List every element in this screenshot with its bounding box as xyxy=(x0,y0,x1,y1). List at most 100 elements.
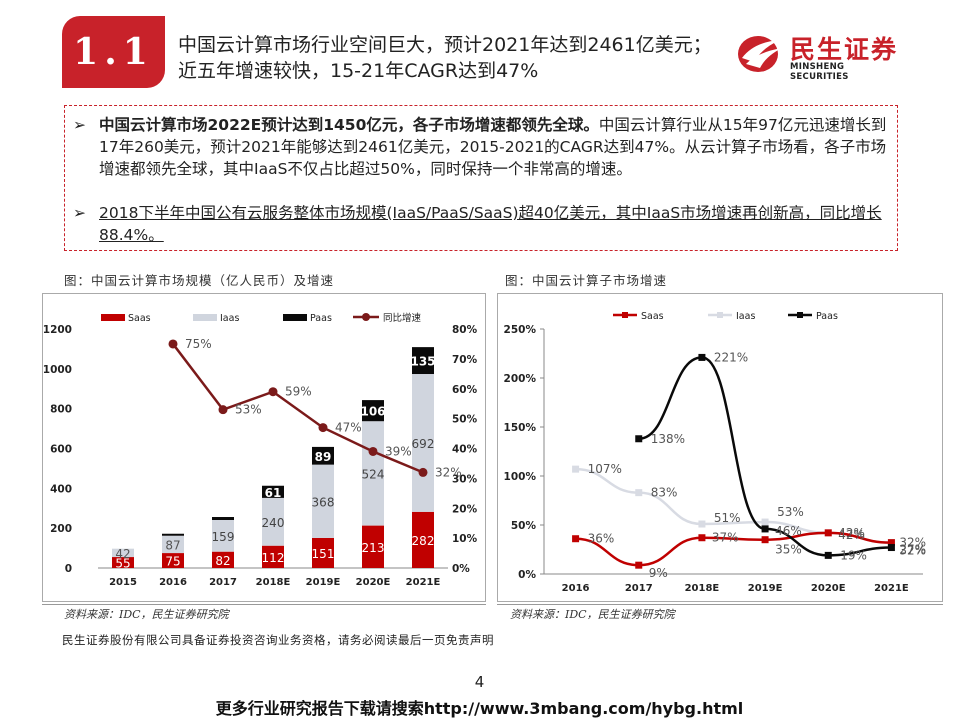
bar-value-label: 89 xyxy=(315,450,332,464)
paas-point xyxy=(887,544,895,552)
y-tick-label: 200 xyxy=(50,523,72,535)
y2-tick-label: 60% xyxy=(452,384,478,396)
growth-point xyxy=(318,423,328,433)
saas-bar xyxy=(312,537,334,568)
paas-value-label: 27% xyxy=(899,543,926,557)
bar-value-label: 368 xyxy=(312,495,335,509)
summary-bullet-1-bold: 中国云计算市场2022E预计达到1450亿元，各子市场增速都领先全球。 xyxy=(99,116,599,134)
legend-saas-swatch xyxy=(101,314,125,321)
growth-value-label: 53% xyxy=(235,403,262,417)
y-tick-label: 0% xyxy=(518,569,536,581)
legend-iaas-label: Iaas xyxy=(736,311,755,322)
legend-paas-swatch xyxy=(283,314,307,321)
legend-saas-label: Saas xyxy=(128,313,151,324)
bar-value-label: 55 xyxy=(115,557,130,571)
bar-value-label: 61 xyxy=(265,486,282,500)
y-tick-label: 1200 xyxy=(43,324,72,336)
paas-bar xyxy=(262,485,284,498)
growth-value-label: 47% xyxy=(335,421,362,435)
bar-value-label: 75 xyxy=(165,555,180,569)
iaas-value-label: 51% xyxy=(714,511,741,525)
figure1-source: 资料来源：IDC，民生证券研究院 xyxy=(64,608,229,621)
bar-value-label: 213 xyxy=(362,541,385,555)
figure2-source-rule xyxy=(497,604,943,605)
legend-paas-marker xyxy=(797,312,803,318)
section-number-badge: 1.1 xyxy=(62,16,165,88)
saas-point xyxy=(635,561,643,569)
paas-value-label: 138% xyxy=(651,432,685,446)
legend-iaas-label: Iaas xyxy=(220,313,239,324)
legend-paas-label: Paas xyxy=(310,313,332,324)
paas-bar xyxy=(412,347,434,375)
saas-value-label: 9% xyxy=(649,566,668,580)
saas-value-label: 37% xyxy=(712,531,739,545)
paas-point xyxy=(761,525,769,533)
y2-tick-label: 10% xyxy=(452,533,478,545)
saas-bar xyxy=(262,545,284,568)
logo-chinese-name: 民生证券 xyxy=(790,35,899,64)
x-tick-label: 2018E xyxy=(685,583,720,594)
summary-bullet-1: 中国云计算市场2022E预计达到1450亿元，各子市场增速都领先全球。中国云计算… xyxy=(99,114,889,180)
growth-point xyxy=(418,467,428,477)
legend-growth-label: 同比增速 xyxy=(383,312,422,324)
y-tick-label: 0 xyxy=(65,563,72,575)
growth-value-label: 75% xyxy=(185,337,212,351)
bullet-arrow-icon: ➢ xyxy=(73,116,86,134)
figure2-source: 资料来源：IDC，民生证券研究院 xyxy=(510,608,675,621)
y2-tick-label: 40% xyxy=(452,444,478,456)
paas-bar xyxy=(362,400,384,422)
saas-bar xyxy=(212,551,234,568)
x-tick-label: 2018E xyxy=(256,577,291,588)
paas-line xyxy=(638,356,892,557)
summary-bullet-1-text: 中国云计算行业从15年97亿元迅速增长到17年260美元，预计2021年能够达到… xyxy=(99,116,887,178)
saas-bar xyxy=(112,557,134,568)
growth-point xyxy=(268,387,278,397)
bar-value-label: 106 xyxy=(360,405,385,419)
figure1-source-rule xyxy=(42,604,486,605)
saas-point xyxy=(698,534,706,542)
paas-bar xyxy=(162,533,184,536)
y2-tick-label: 50% xyxy=(452,414,478,426)
y2-tick-label: 70% xyxy=(452,354,478,366)
x-tick-label: 2019E xyxy=(748,583,783,594)
figure2-chart-box: 0% 50% 100% 150% 200% 250% 2016 2017 2018E 2019E 2… xyxy=(497,293,943,602)
figure1-chart-box: 0 200 400 600 800 1000 1200 0% 10% 20% 30% 40% 50% 60… xyxy=(42,293,486,602)
growth-point xyxy=(368,446,378,456)
iaas-bar xyxy=(262,497,284,546)
iaas-bar xyxy=(112,548,134,558)
y2-tick-label: 0% xyxy=(452,563,470,575)
y-tick-label: 50% xyxy=(511,520,537,532)
x-tick-label: 2016 xyxy=(562,583,590,594)
iaas-point xyxy=(572,465,580,473)
minsheng-logo: 民生证券 MINSHENG SECURITIES xyxy=(736,30,906,82)
legend-saas-label: Saas xyxy=(641,311,664,322)
section-title: 中国云计算市场行业空间巨大，预计2021年达到2461亿美元；近五年增速较快，1… xyxy=(178,34,712,82)
x-tick-label: 2017 xyxy=(625,583,653,594)
legend-growth-point xyxy=(362,313,370,321)
bar-value-label: 151 xyxy=(312,547,335,561)
paas-point xyxy=(698,353,706,361)
x-tick-label: 2021E xyxy=(874,583,909,594)
saas-point xyxy=(572,535,580,543)
saas-value-label: 42% xyxy=(838,528,865,542)
growth-value-label: 59% xyxy=(285,385,312,399)
bullet-arrow-icon: ➢ xyxy=(73,204,86,222)
x-tick-label: 2016 xyxy=(159,577,187,588)
growth-point xyxy=(168,339,178,349)
iaas-bar xyxy=(412,374,434,512)
x-tick-label: 2021E xyxy=(406,577,441,588)
saas-value-label: 36% xyxy=(588,532,615,546)
saas-line xyxy=(575,531,892,567)
footer-download-link[interactable]: 更多行业研究报告下载请搜索http://www.3mbang.com/hybg.… xyxy=(215,699,744,718)
y-tick-label: 250% xyxy=(504,324,537,336)
bar-value-label: 524 xyxy=(362,467,385,481)
y-tick-label: 400 xyxy=(50,483,72,495)
market-size-chart: 0 200 400 600 800 1000 1200 0% 10% 20% 30% 40% 50% 60… xyxy=(43,312,478,588)
bar-value-label: 112 xyxy=(262,551,285,565)
iaas-point xyxy=(761,518,769,526)
figure2-title: 图：中国云计算子市场增速 xyxy=(505,273,668,288)
bar-value-label: 82 xyxy=(215,554,230,568)
saas-point xyxy=(887,539,895,547)
figure1-title: 图：中国云计算市场规模（亿人民币）及增速 xyxy=(64,273,335,288)
bar-value-label: 87 xyxy=(165,538,180,552)
